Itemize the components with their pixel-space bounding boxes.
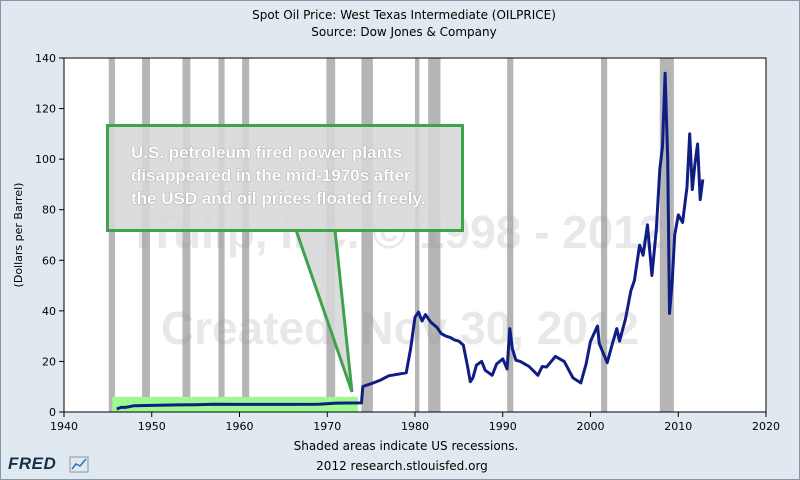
x-tick-label: 1950 [138, 420, 166, 433]
x-tick-label: 1960 [226, 420, 254, 433]
recession-band [601, 58, 608, 412]
recession-band [242, 58, 250, 412]
y-tick-label: 60 [42, 254, 56, 267]
y-tick-label: 140 [35, 52, 56, 65]
recession-band [361, 58, 373, 412]
callout-pointer [294, 229, 354, 393]
recession-band [218, 58, 225, 412]
recession-band [507, 58, 514, 412]
annotation-callout: U.S. petroleum fired power plants disapp… [106, 124, 464, 232]
footer-source: 2012 research.stlouisfed.org [316, 459, 488, 473]
chart-title: Spot Oil Price: West Texas Intermediate … [252, 8, 556, 22]
y-tick-label: 20 [42, 355, 56, 368]
watermarks: iTulip, Inc. © 1998 - 2012 Created: Nov … [135, 206, 664, 354]
recession-band [182, 58, 191, 412]
callout-line-2: disappeared in the mid-1970s after [131, 166, 411, 185]
x-tick-label: 1940 [50, 420, 78, 433]
y-tick-label: 80 [42, 204, 56, 217]
callout-line-1: U.S. petroleum fired power plants [131, 143, 403, 162]
y-axis: 0 20 40 60 80 100 120 140 [35, 52, 64, 419]
y-tick-label: 0 [49, 406, 56, 419]
x-axis: 1940 1950 1960 1970 1980 1990 2000 2010 2020 [50, 412, 780, 433]
x-axis-note: Shaded areas indicate US recessions. [294, 439, 519, 453]
watermark-created: Created: Nov 30, 2012 [161, 302, 639, 354]
y-axis-label: (Dollars per Barrel) [12, 183, 25, 288]
recession-band [108, 58, 115, 412]
y-tick-label: 40 [42, 305, 56, 318]
fred-logo: FRED [8, 454, 57, 473]
x-tick-label: 2010 [664, 420, 692, 433]
x-tick-label: 1970 [313, 420, 341, 433]
chart-subtitle: Source: Dow Jones & Company [311, 25, 496, 39]
x-tick-label: 1980 [401, 420, 429, 433]
series-line [116, 71, 705, 411]
x-tick-label: 2000 [577, 420, 605, 433]
y-tick-label: 120 [35, 103, 56, 116]
callout-line-3: the USD and oil prices floated freely. [131, 189, 426, 208]
y-tick-label: 100 [35, 153, 56, 166]
x-tick-label: 2020 [752, 420, 780, 433]
chart-line-icon [69, 456, 89, 473]
x-tick-label: 1990 [489, 420, 517, 433]
recession-band [415, 58, 420, 412]
recession-band [142, 58, 150, 412]
